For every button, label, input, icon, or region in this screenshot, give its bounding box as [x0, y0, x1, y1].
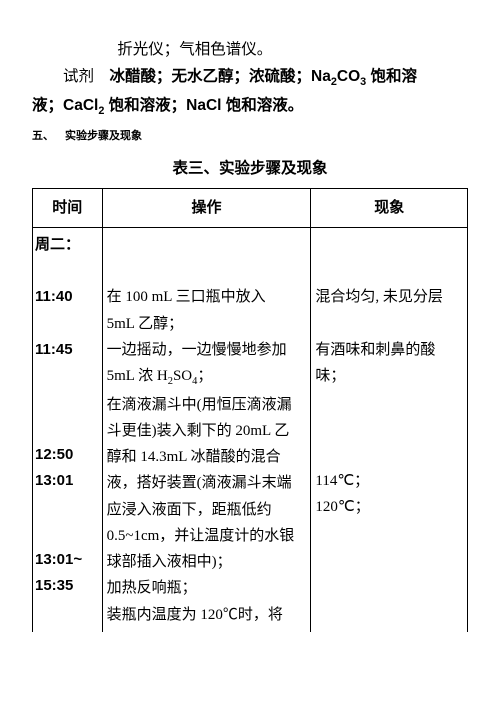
op-line [107, 232, 309, 258]
time-line [35, 416, 100, 442]
op-line: 装瓶内温度为 120℃时，将 [107, 602, 309, 628]
time-line: 15:35 [35, 573, 100, 599]
op-seg: 5mL 浓 H [107, 368, 168, 384]
op-line: 醇和 14.3mL 冰醋酸的混合 [107, 444, 309, 470]
reagent-l3a: 液；CaCl [32, 97, 98, 114]
op-line: 加热反响瓶； [107, 575, 309, 601]
op-line: 应浸入液面下，距瓶低约 [107, 497, 309, 523]
time-line [35, 494, 100, 520]
time-line: 12:50 [35, 442, 100, 468]
th-op: 操作 [102, 188, 311, 227]
op-line: 一边摇动，一边慢慢地参加 [107, 337, 309, 363]
cell-op: 在 100 mL 三口瓶中放入 5mL 乙醇； 一边摇动，一边慢慢地参加 5mL… [102, 227, 311, 631]
phen-line [315, 232, 465, 258]
time-line [35, 389, 100, 415]
reagent-body-1: 冰醋酸；无水乙醇；浓硫酸；Na [110, 68, 331, 85]
phen-line: 114℃； [315, 468, 465, 494]
phen-line: 120℃； [315, 494, 465, 520]
op-line: 斗更佳)装入剩下的 20mL 乙 [107, 418, 309, 444]
op-line: 在 100 mL 三口瓶中放入 [107, 284, 309, 310]
time-line: 13:01 [35, 468, 100, 494]
time-line: 13:01~ [35, 547, 100, 573]
phen-line [315, 416, 465, 442]
op-seg: ； [197, 368, 212, 384]
phen-line [315, 442, 465, 468]
op-line: 在滴液漏斗中(用恒压滴液漏 [107, 392, 309, 418]
phen-line: 有酒味和刺鼻的酸 [315, 337, 465, 363]
phen-line [315, 389, 465, 415]
op-line [107, 258, 309, 284]
experiment-table: 时间 操作 现象 周二： 11:40 11:45 12:50 13:01 13:… [32, 188, 468, 632]
phen-line [315, 258, 465, 284]
th-phen: 现象 [311, 188, 468, 227]
phen-line: 味； [315, 363, 465, 389]
reagent-prefix: 试剂 [63, 68, 110, 85]
op-seg: SO [173, 368, 192, 384]
time-line: 11:40 [35, 284, 100, 310]
cell-phen: 混合均匀, 未见分层 有酒味和刺鼻的酸 味； 114℃； 120℃； [311, 227, 468, 631]
table-title: 表三、实验步骤及现象 [32, 155, 468, 182]
phen-line [315, 311, 465, 337]
phen-line: 混合均匀, 未见分层 [315, 284, 465, 310]
th-time: 时间 [33, 188, 103, 227]
op-line: 0.5~1cm，并让温度计的水银 [107, 523, 309, 549]
time-line [35, 363, 100, 389]
table-header-row: 时间 操作 现象 [33, 188, 468, 227]
reagent-after-1: 饱和溶 [366, 68, 417, 85]
time-line [35, 311, 100, 337]
op-line: 5mL 乙醇； [107, 311, 309, 337]
table-row: 周二： 11:40 11:45 12:50 13:01 13:01~ 15:35… [33, 227, 468, 631]
intro-line-1: 折光仪；气相色谱仪。 [32, 36, 468, 63]
cell-time: 周二： 11:40 11:45 12:50 13:01 13:01~ 15:35 [33, 227, 103, 631]
time-line [35, 258, 100, 284]
op-line: 5mL 浓 H2SO4； [107, 363, 309, 391]
time-line [35, 521, 100, 547]
reagent-l3b: 饱和溶液；NaCl 饱和溶液。 [104, 97, 303, 114]
time-line: 11:45 [35, 337, 100, 363]
section-label: 五、 实验步骤及现象 [32, 127, 468, 146]
time-line: 周二： [35, 232, 100, 258]
op-line: 球部插入液相中)； [107, 549, 309, 575]
op-line: 液，搭好装置(滴液漏斗末端 [107, 470, 309, 496]
intro-line-3: 液；CaCl2 饱和溶液；NaCl 饱和溶液。 [32, 92, 468, 121]
intro-line-2: 试剂 冰醋酸；无水乙醇；浓硫酸；Na2CO3 饱和溶 [32, 63, 468, 92]
reagent-mid-1: CO [337, 68, 360, 85]
